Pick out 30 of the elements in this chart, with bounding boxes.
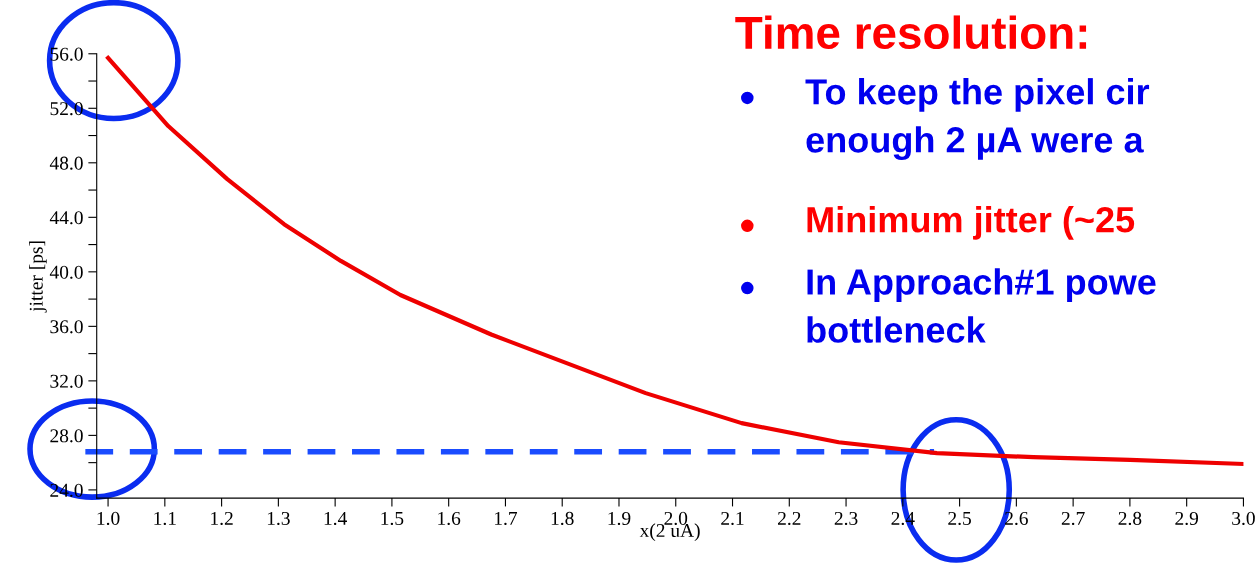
y-tick-label: 28.0 [50,429,83,443]
x-tick-label: 2.3 [834,511,858,526]
x-tick-label: 1.3 [267,511,290,526]
x-tick-label: 1.2 [211,511,233,526]
x-tick-label: 1.1 [154,511,176,526]
x-tick-label: 2.1 [721,511,744,526]
y-tick-label: 36.0 [50,320,83,334]
annotation: In Approach#1 powe bottleneck [807,268,1156,343]
y-tick-label: 48.0 [49,156,83,170]
x-tick-label: 1.4 [324,511,347,526]
x-tick-label: 1.6 [438,511,461,526]
x-tick-label: 1.7 [495,511,518,526]
x-tick-label: 1.8 [551,511,574,526]
x-tick-label: 2.2 [777,511,801,526]
y-tick-label: 32.0 [50,374,83,388]
x-tick-label: 3.0 [1232,511,1255,526]
x-tick-label: 2.8 [1118,511,1142,526]
x-tick-label: 2.5 [948,511,971,526]
x-tick-label: 2.7 [1061,511,1085,526]
chart-title: Time resolution: [735,15,1087,50]
x-tick-label: 1.9 [608,511,631,526]
y-axis-title: jitter [ps] [29,241,47,313]
y-tick-label: 44.0 [49,211,83,225]
x-tick-label: 2.9 [1175,511,1199,526]
y-tick-label: 40.0 [49,265,83,279]
x-tick-label: 1.5 [381,511,404,526]
line-series [105,55,1244,467]
annotation: Minimum jitter (~25 [807,206,1135,240]
x-tick-label: 1.0 [97,511,120,526]
annotation: To keep the pixel cir enough 2 µA were a [805,78,1150,160]
